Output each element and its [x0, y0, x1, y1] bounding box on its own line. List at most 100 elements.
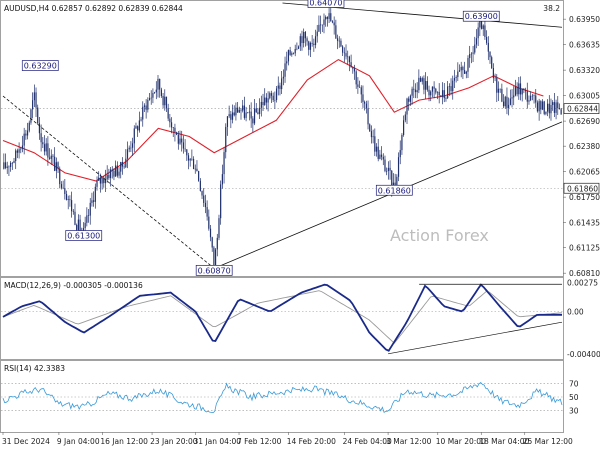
- macd-tick-label: 0.00: [567, 308, 584, 317]
- candle: [496, 74, 498, 103]
- candle: [223, 147, 225, 184]
- candle: [140, 116, 142, 122]
- candle: [536, 100, 539, 113]
- candle: [257, 108, 259, 115]
- candle: [265, 93, 268, 110]
- candle: [491, 55, 493, 69]
- candle: [533, 94, 535, 104]
- svg-text:0.60870: 0.60870: [198, 266, 231, 275]
- candle: [181, 130, 183, 152]
- candle: [401, 133, 403, 155]
- candle: [518, 76, 520, 100]
- candle: [408, 96, 410, 111]
- candle: [135, 122, 137, 129]
- candle: [211, 236, 213, 252]
- candle: [380, 146, 383, 161]
- candle: [111, 166, 113, 179]
- candle: [47, 136, 49, 166]
- candle: [347, 50, 349, 65]
- candle: [274, 91, 276, 109]
- candle: [101, 176, 103, 190]
- candle: [201, 190, 203, 200]
- candle: [535, 89, 537, 108]
- candle: [487, 36, 489, 61]
- candle: [40, 124, 42, 152]
- x-tick-label: 31 Dec 2024: [2, 437, 50, 446]
- candle: [209, 224, 212, 242]
- x-tick-label: 10 Mar 20:00: [436, 437, 486, 446]
- candle: [16, 148, 18, 159]
- candle: [443, 83, 445, 103]
- candle: [304, 31, 306, 47]
- candle: [133, 125, 135, 153]
- candle: [115, 160, 117, 177]
- candle: [25, 129, 27, 140]
- candle: [543, 100, 545, 116]
- candle: [477, 22, 479, 46]
- candle: [62, 180, 64, 190]
- candle: [18, 142, 20, 159]
- candle: [228, 105, 230, 119]
- candle: [104, 169, 107, 192]
- candle: [233, 105, 235, 117]
- candle: [145, 99, 147, 119]
- candle: [172, 126, 174, 137]
- candle: [413, 79, 415, 99]
- candle: [560, 107, 562, 115]
- candle: [93, 191, 95, 207]
- candle: [484, 19, 486, 40]
- candle: [37, 104, 39, 125]
- rsi-tick-label: 50: [569, 393, 579, 402]
- candle: [343, 47, 345, 63]
- candle: [87, 209, 90, 223]
- candle: [418, 69, 420, 94]
- candle: [120, 161, 122, 179]
- candle: [516, 82, 518, 97]
- y-tick-label: 0.62065: [569, 168, 600, 177]
- candle: [335, 19, 337, 40]
- y-tick-label: 0.63005: [569, 92, 600, 101]
- candle: [448, 83, 450, 96]
- candle: [482, 24, 484, 36]
- candle: [150, 90, 152, 105]
- candle: [15, 148, 17, 170]
- candle: [189, 157, 191, 167]
- candle: [309, 41, 312, 58]
- candle: [154, 91, 156, 94]
- candle: [65, 190, 68, 201]
- macd-panel: MACD(12,26,9) -0.000305 -0.000136 0.0027…: [0, 277, 600, 360]
- candle: [192, 156, 195, 170]
- candle: [109, 166, 112, 187]
- candle: [6, 161, 8, 174]
- x-tick-label: 7 Feb 12:00: [237, 437, 282, 446]
- candle: [64, 179, 66, 200]
- x-tick-label: 24 Feb 04:00: [343, 437, 392, 446]
- candle: [253, 99, 256, 126]
- candle: [452, 75, 454, 100]
- candle: [204, 194, 207, 214]
- candle: [231, 104, 234, 124]
- y-tick-label: 0.61435: [569, 219, 600, 228]
- x-tick-label: 16 Jan 12:00: [100, 437, 148, 446]
- candle: [279, 82, 281, 96]
- candle: [176, 131, 178, 136]
- candle: [524, 87, 527, 100]
- candle: [23, 127, 25, 155]
- candle: [165, 96, 168, 113]
- candle: [42, 137, 44, 149]
- candle: [340, 38, 342, 48]
- x-tick-label: 25 Mar 12:00: [523, 437, 573, 446]
- candle: [96, 176, 98, 191]
- candle: [475, 29, 478, 49]
- candle: [272, 92, 274, 103]
- candle: [123, 163, 125, 169]
- candle: [259, 98, 261, 120]
- candle: [262, 93, 264, 112]
- macd-signal-line: [2, 290, 563, 344]
- candle: [362, 85, 364, 108]
- candle: [28, 120, 30, 133]
- rsi-line: [2, 381, 563, 414]
- candle: [284, 56, 286, 83]
- candle: [103, 176, 105, 188]
- candle: [370, 125, 373, 144]
